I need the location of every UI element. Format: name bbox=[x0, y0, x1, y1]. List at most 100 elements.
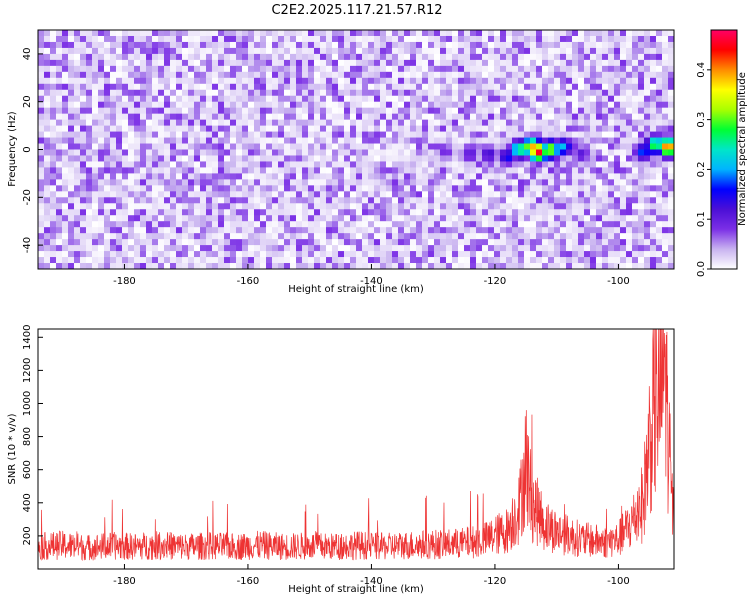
spectrogram-cell bbox=[350, 143, 357, 150]
spectrogram-cell bbox=[410, 233, 417, 240]
spectrogram-cell bbox=[104, 203, 111, 210]
spectrogram-cell bbox=[386, 215, 393, 222]
spectrogram-cell bbox=[50, 77, 57, 85]
spectrogram-cell bbox=[230, 221, 237, 228]
spectrogram-cell bbox=[638, 197, 645, 204]
spectrogram-cell bbox=[374, 257, 381, 264]
spectrogram-cell bbox=[458, 155, 465, 162]
spectrogram-cell bbox=[614, 113, 621, 121]
spectrogram-cell bbox=[212, 59, 219, 67]
spectrogram-cell bbox=[38, 83, 45, 91]
spectrogram-cell bbox=[266, 257, 273, 264]
spectrogram-cell bbox=[368, 41, 375, 49]
spectrogram-cell bbox=[626, 227, 633, 234]
spectrogram-cell bbox=[218, 107, 225, 115]
spectrogram-cell bbox=[356, 233, 363, 240]
spectrogram-cell bbox=[422, 215, 429, 222]
spectrogram-cell bbox=[296, 167, 303, 174]
spectrogram-cell bbox=[626, 89, 633, 97]
spectrogram-cell bbox=[488, 191, 495, 198]
spectrogram-cell bbox=[668, 245, 675, 252]
spectrogram-cell bbox=[620, 257, 627, 264]
spectrogram-cell bbox=[590, 239, 597, 246]
spectrogram-cell bbox=[122, 263, 129, 270]
spectrogram-cell bbox=[128, 263, 135, 270]
spectrogram-cell bbox=[428, 95, 435, 103]
spectrogram-cell bbox=[110, 30, 117, 37]
spectrogram-cell bbox=[224, 137, 231, 144]
spectrogram-cell bbox=[470, 167, 477, 174]
spectrogram-cell bbox=[194, 59, 201, 67]
spectrogram-cell bbox=[506, 239, 513, 246]
spectrogram-cell bbox=[458, 143, 465, 150]
spectrogram-cell bbox=[266, 89, 273, 97]
spectrogram-cell bbox=[74, 257, 81, 264]
spectrogram-cell bbox=[116, 137, 123, 144]
spectrogram-cell bbox=[74, 143, 81, 150]
spectrogram-cell bbox=[254, 83, 261, 91]
spectrogram-cell bbox=[668, 89, 675, 97]
spectrogram-cell bbox=[614, 107, 621, 115]
spectrogram-cell bbox=[62, 257, 69, 264]
spectrogram-cell bbox=[470, 203, 477, 210]
spectrogram-cell bbox=[194, 173, 201, 180]
spectrogram-cell bbox=[470, 107, 477, 115]
spectrogram-cell bbox=[260, 221, 267, 228]
spectrogram-cell bbox=[410, 185, 417, 192]
spectrogram-cell bbox=[404, 125, 411, 132]
spectrogram-cell bbox=[236, 227, 243, 234]
spectrogram-cell bbox=[644, 233, 651, 240]
spectrogram-cell bbox=[272, 203, 279, 210]
spectrogram-cell bbox=[482, 149, 489, 156]
spectrogram-cell bbox=[170, 161, 177, 168]
spectrogram-cell bbox=[152, 107, 159, 115]
spectrogram-cell bbox=[608, 107, 615, 115]
spectrogram-cell bbox=[254, 95, 261, 103]
spectrogram-cell bbox=[284, 107, 291, 115]
spectrogram-cell bbox=[80, 215, 87, 222]
spectrogram-cell bbox=[278, 77, 285, 85]
spectrogram-cell bbox=[446, 245, 453, 252]
spectrogram-cell bbox=[530, 197, 537, 204]
spectrogram-cell bbox=[230, 35, 237, 43]
spectrogram-cell bbox=[434, 197, 441, 204]
spectrogram-cell bbox=[518, 167, 525, 174]
spectrogram-cell bbox=[230, 137, 237, 144]
spectrogram-cell bbox=[146, 107, 153, 115]
spectrogram-cell bbox=[266, 137, 273, 144]
spectrogram-cell bbox=[380, 83, 387, 91]
spectrogram-cell bbox=[422, 59, 429, 67]
spectrogram-cell bbox=[74, 239, 81, 246]
spectrogram-cell bbox=[290, 263, 297, 270]
spectrogram-cell bbox=[590, 161, 597, 168]
spectrogram-cell bbox=[320, 185, 327, 192]
spectrogram-cell bbox=[254, 101, 261, 109]
spectrogram-cell bbox=[356, 179, 363, 186]
spectrogram-cell bbox=[116, 203, 123, 210]
spectrogram-cell bbox=[170, 59, 177, 67]
spectrogram-cell bbox=[482, 101, 489, 109]
spectrogram-cell bbox=[644, 179, 651, 186]
spectrogram-cell bbox=[248, 131, 255, 138]
spectrogram-cell bbox=[506, 203, 513, 210]
spectrogram-cell bbox=[470, 179, 477, 186]
spectrogram-cell bbox=[476, 119, 483, 127]
spectrogram-cell bbox=[428, 221, 435, 228]
spectrogram-cell bbox=[194, 257, 201, 264]
spectrogram-cell bbox=[254, 185, 261, 192]
spectrogram-cell bbox=[158, 119, 165, 127]
spectrogram-cell bbox=[554, 203, 561, 210]
spectrogram-cell bbox=[212, 30, 219, 37]
spectrogram-cell bbox=[638, 257, 645, 264]
spectrogram-cell bbox=[194, 221, 201, 228]
spectrogram-cell bbox=[56, 143, 63, 150]
spectrogram-cell bbox=[296, 257, 303, 264]
spectrogram-cell bbox=[548, 83, 555, 91]
spectrogram-cell bbox=[266, 251, 273, 258]
spectrogram-cell bbox=[170, 53, 177, 61]
spectrogram-cell bbox=[50, 257, 57, 264]
spectrogram-cell bbox=[404, 30, 411, 37]
spectrogram-cell bbox=[482, 30, 489, 37]
spectrogram-cell bbox=[152, 191, 159, 198]
spectrogram-cell bbox=[170, 233, 177, 240]
